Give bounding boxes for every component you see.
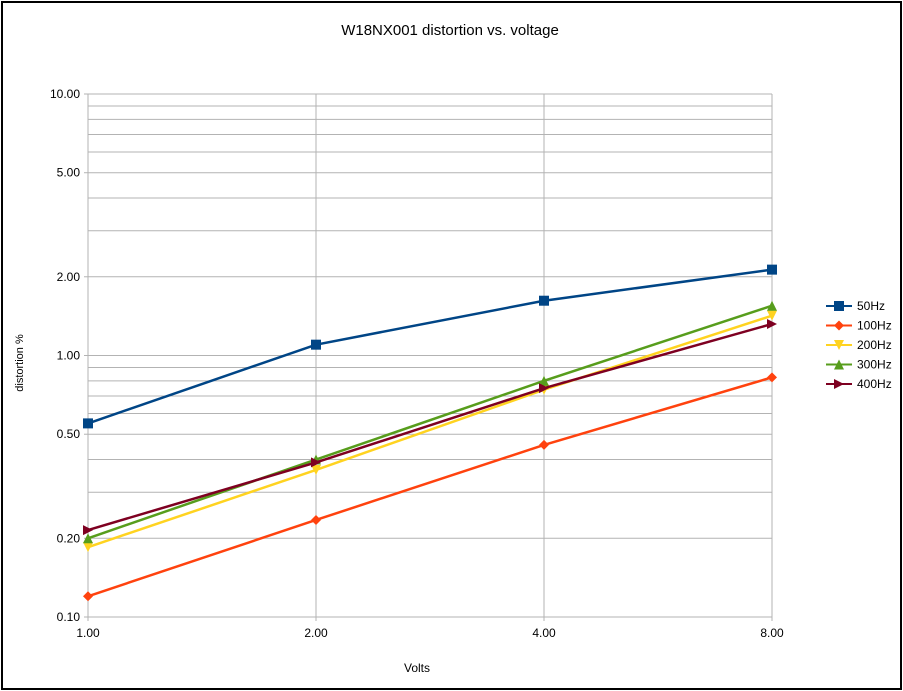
data-point-300hz	[767, 300, 777, 311]
series-line-50hz	[87, 268, 773, 425]
y-tick-label: 0.20	[57, 531, 81, 545]
y-tick-label: 2.00	[57, 270, 81, 284]
series-line-200hz	[87, 314, 773, 549]
legend-label: 100Hz	[857, 319, 892, 333]
series-line-300hz	[87, 304, 773, 540]
grid-lines	[87, 93, 773, 618]
data-point-400hz	[83, 525, 93, 536]
y-tick-label: 1.00	[57, 349, 81, 363]
axes: 0.10 0.20 0.50 1.00 2.00 5.00 10.00 1.00 2.00 4.0…	[50, 87, 784, 640]
x-axis-label: Volts	[404, 661, 430, 675]
y-axis-label: distortion %	[14, 334, 26, 392]
data-point-50hz	[539, 295, 549, 306]
data-point-50hz	[767, 264, 777, 275]
series-300hz	[83, 300, 777, 544]
series-200hz	[83, 310, 777, 553]
data-point-400hz	[767, 318, 777, 329]
y-tick-label: 10.00	[50, 87, 80, 101]
data-point-100hz	[311, 514, 321, 525]
legend-label: 300Hz	[857, 358, 892, 372]
legend-entry-400hz: 400Hz	[826, 377, 892, 391]
legend-marker	[834, 301, 844, 311]
legend-label: 400Hz	[857, 377, 892, 391]
legend-marker	[834, 340, 844, 350]
data-point-200hz	[767, 310, 777, 321]
data-point-400hz	[311, 457, 321, 468]
legend: 50Hz 100Hz 200Hz 300Hz 400Hz	[826, 299, 892, 391]
legend-label: 50Hz	[857, 299, 885, 313]
legend-marker	[834, 320, 844, 331]
series-line-100hz	[87, 376, 773, 598]
y-tick-label: 0.10	[57, 610, 81, 624]
x-tick-label: 8.00	[760, 626, 784, 640]
data-point-100hz	[83, 591, 93, 602]
data-point-50hz	[311, 339, 321, 350]
data-point-100hz	[767, 372, 777, 383]
series-100hz	[83, 372, 777, 602]
data-point-300hz	[539, 375, 549, 386]
chart-title: W18NX001 distortion vs. voltage	[341, 22, 559, 39]
series-line-400hz	[87, 322, 773, 532]
legend-label: 200Hz	[857, 338, 892, 352]
x-tick-label: 1.00	[76, 626, 100, 640]
legend-entry-50hz: 50Hz	[826, 299, 885, 313]
y-tick-label: 0.50	[57, 427, 81, 441]
x-tick-label: 4.00	[532, 626, 556, 640]
legend-entry-300hz: 300Hz	[826, 358, 892, 372]
y-tick-label: 5.00	[57, 166, 81, 180]
data-point-200hz	[311, 464, 321, 475]
legend-marker	[834, 379, 844, 389]
series-400hz	[83, 318, 777, 536]
legend-marker	[834, 359, 844, 370]
data-point-50hz	[83, 418, 93, 429]
data-point-200hz	[83, 542, 93, 553]
x-tick-label: 2.00	[304, 626, 328, 640]
data-point-400hz	[539, 383, 549, 394]
series-50hz	[83, 264, 777, 429]
legend-entry-200hz: 200Hz	[826, 338, 892, 352]
series-group	[83, 264, 777, 602]
legend-entry-100hz: 100Hz	[826, 319, 892, 333]
data-point-100hz	[539, 439, 549, 450]
data-point-300hz	[83, 533, 93, 544]
